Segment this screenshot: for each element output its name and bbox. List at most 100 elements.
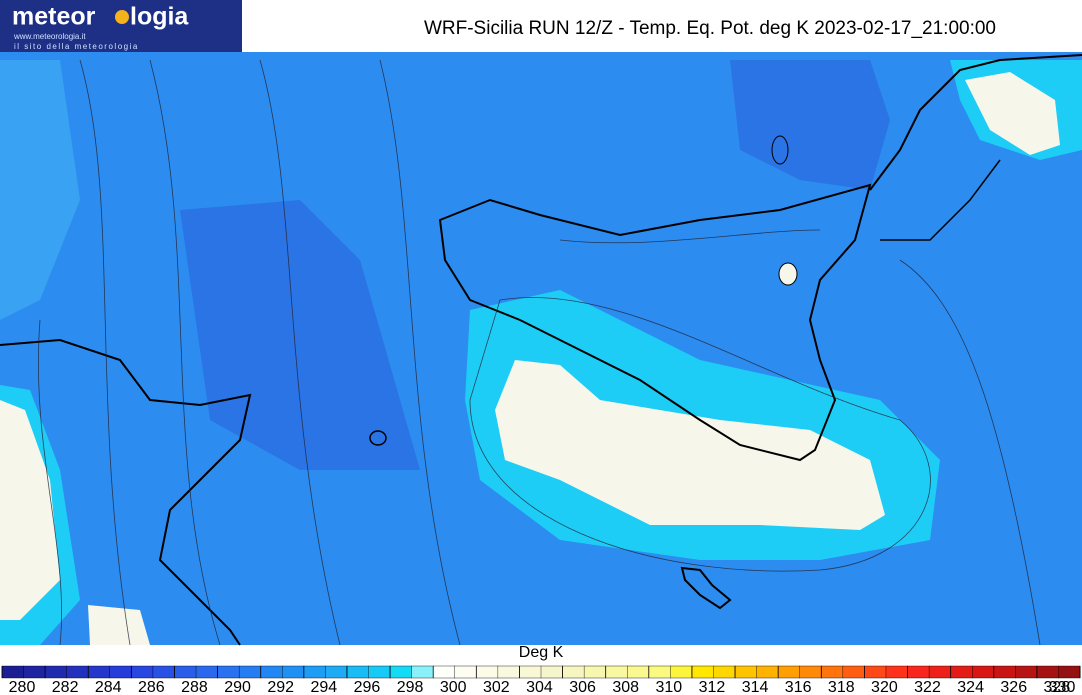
colorbar-cell — [66, 665, 89, 679]
colorbar-cell — [928, 665, 952, 679]
field-warm — [0, 400, 60, 620]
map — [0, 52, 1082, 646]
map-title: WRF-Sicilia RUN 12/Z - Temp. Eq. Pot. de… — [424, 18, 996, 39]
field-low — [180, 200, 420, 470]
logo-tagline: il sito della meteorologia — [14, 42, 139, 51]
pantelleria — [369, 430, 387, 446]
colorbar-tick-label: 318 — [828, 679, 855, 695]
colorbar-cell — [713, 665, 736, 679]
colorbar-cell — [88, 665, 111, 679]
colorbar-cell — [885, 665, 909, 679]
colorbar-cell — [670, 665, 693, 679]
colorbar-tick-label: 286 — [138, 679, 165, 695]
colorbar-cell — [389, 665, 413, 679]
colorbar-cell — [1036, 665, 1059, 679]
colorbar-cell — [799, 665, 822, 679]
field-warm — [965, 72, 1060, 155]
calabria-tunisia-coast — [0, 338, 252, 646]
aeolian — [771, 135, 789, 165]
colorbar-cell — [497, 665, 520, 679]
colorbar-tick-label: 300 — [440, 679, 467, 695]
colorbar-cell — [476, 665, 499, 679]
colorbar-tick-label: 282 — [52, 679, 79, 695]
colorbar-tick-label: 292 — [267, 679, 294, 695]
colorbar-cell — [433, 665, 456, 679]
colorbar-tick-label: 322 — [914, 679, 941, 695]
colorbar-cell — [131, 665, 154, 679]
colorbar-cell — [562, 665, 585, 679]
colorbar-cell — [303, 665, 326, 679]
colorbar-tick-label: 290 — [224, 679, 251, 695]
colorbar-cell — [605, 665, 628, 679]
colorbar-cell — [540, 665, 564, 679]
colorbar-tick-label: 324 — [957, 679, 984, 695]
colorbar-cell — [972, 665, 995, 679]
colorbar-cell — [842, 665, 865, 679]
colorbar-tick-label: 320 — [871, 679, 898, 695]
field-low — [730, 60, 890, 190]
colorbar-cell — [282, 665, 305, 679]
colorbar-tick-label: 312 — [699, 679, 726, 695]
colorbar-cell — [174, 665, 197, 679]
logo-sun — [115, 10, 129, 24]
colorbar-cell — [44, 665, 68, 679]
colorbar-cell — [368, 665, 391, 679]
colorbar-cell — [195, 665, 219, 679]
malta — [680, 566, 732, 610]
colorbar-cell — [238, 665, 262, 679]
colorbar-tick-label: 326 — [1000, 679, 1027, 695]
colorbar-cell — [23, 665, 46, 679]
colorbar-cell — [152, 665, 175, 679]
sicily-coast — [438, 183, 872, 462]
colorbar-tick-label: 314 — [742, 679, 769, 695]
colorbar-cell — [325, 665, 348, 679]
colorbar-tick-label: 294 — [310, 679, 337, 695]
colorbar-cell — [454, 665, 477, 679]
colorbar-cell — [821, 665, 844, 679]
logo-right: logia — [130, 3, 189, 31]
colorbar-tick-label: 296 — [354, 679, 381, 695]
colorbar-tick-label: 302 — [483, 679, 510, 695]
field-warm — [495, 360, 885, 530]
contours — [37, 59, 1041, 646]
colorbar-tick-label: 288 — [181, 679, 208, 695]
colorbar-tick-label: 304 — [526, 679, 553, 695]
colorbar-cell — [346, 665, 370, 679]
colorbar-label: Deg K — [519, 644, 564, 661]
colorbar-tick-label: 306 — [569, 679, 596, 695]
colorbar-cell — [519, 665, 542, 679]
colorbar-cell — [217, 665, 240, 679]
colorbar-tick-label: 308 — [612, 679, 639, 695]
colorbar-tick-label: 298 — [397, 679, 424, 695]
colorbar-cell — [734, 665, 758, 679]
colorbar-cell — [1015, 665, 1038, 679]
colorbar-tick-label: 330 — [1049, 679, 1076, 695]
colorbar: 280 282 284 286 288 290 292 294 296 298 300 302 304 3… — [1, 665, 1081, 695]
colorbar-cell — [627, 665, 650, 679]
colorbar-cell — [756, 665, 779, 679]
logo-left: meteor — [12, 3, 96, 31]
logo-url: www.meteorologia.it — [13, 32, 86, 41]
colorbar-cell — [1, 665, 25, 679]
field-warm — [88, 605, 150, 645]
colorbar-cell — [907, 665, 930, 679]
field-mid — [0, 60, 80, 320]
colorbar-cell — [260, 665, 283, 679]
colorbar-tick-label: 328 — [1044, 679, 1071, 695]
colorbar-cell — [583, 665, 607, 679]
colorbar-cell — [993, 665, 1016, 679]
colorbar-cell — [1058, 665, 1081, 679]
logo-box — [0, 0, 242, 52]
colorbar-cell — [777, 665, 801, 679]
coast — [880, 159, 1001, 241]
colorbar-tick-label: 316 — [785, 679, 812, 695]
colorbar-cell — [864, 665, 887, 679]
colorbar-cell — [109, 665, 132, 679]
colorbar-tick-label: 280 — [9, 679, 36, 695]
colorbar-cell — [950, 665, 973, 679]
colorbar-cell — [691, 665, 714, 679]
colorbar-tick-label: 284 — [95, 679, 122, 695]
calabria-coast — [869, 54, 1082, 191]
colorbar-cell — [648, 665, 671, 679]
